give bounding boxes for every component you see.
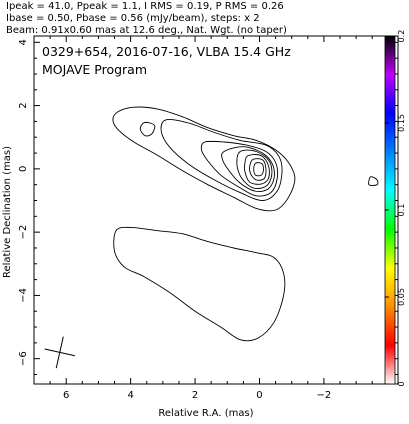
colorbar: 0.2 0.15 0.1 0.05 0	[384, 30, 406, 387]
y-tick-label-4: −4	[18, 288, 29, 303]
contour-level-3-2	[200, 140, 279, 197]
contour-level-4-3	[221, 146, 275, 192]
beam-minor-axis	[44, 348, 75, 357]
contour-level-6-5	[244, 154, 270, 185]
x-tick-label-4: −2	[317, 390, 332, 401]
y-tick-label-2: 0	[18, 166, 29, 172]
plot-subtitle: MOJAVE Program	[42, 62, 147, 77]
colorbar-label-0: 0.2	[397, 30, 406, 43]
contours	[112, 106, 379, 342]
contour-level-8-7	[253, 162, 264, 177]
header-line-2: Ibase = 0.50, Pbase = 0.56 (mJy/beam), s…	[6, 13, 260, 24]
x-tick-label-1: 4	[127, 390, 133, 401]
contour-level-1-9	[113, 226, 286, 342]
colorbar-label-1: 0.15	[397, 114, 406, 132]
plot-title: 0329+654, 2016-07-16, VLBA 15.4 GHz	[42, 44, 291, 59]
header-line-1: Ipeak = 41.0, Ppeak = 1.1, I RMS = 0.19,…	[6, 1, 284, 12]
y-tick-label-3: −2	[18, 225, 29, 240]
x-tick-label-3: 0	[256, 390, 262, 401]
colorbar-label-4: 0	[397, 381, 406, 386]
contour-level-1-10	[368, 176, 379, 186]
contour-level-1-8	[139, 121, 156, 137]
header-line-3: Beam: 0.91x0.60 mas at 12.6 deg., Nat. W…	[6, 25, 287, 36]
x-tick-label-2: 2	[192, 390, 198, 401]
plot-frame	[33, 35, 399, 385]
axis-ticks: 6 4 2 0 −2 4 2 0 −2 −4 −6	[18, 36, 398, 401]
contour-level-1-0	[112, 106, 296, 212]
colorbar-label-2: 0.1	[397, 204, 406, 217]
y-tick-label-5: −6	[18, 351, 29, 366]
x-tick-label-0: 6	[63, 390, 69, 401]
beam-ellipse	[44, 336, 75, 369]
contour-level-5-4	[236, 149, 273, 189]
y-tick-label-1: 2	[18, 102, 29, 108]
contour-level-7-6	[249, 158, 267, 181]
contour-level-2-1	[160, 119, 283, 201]
colorbar-label-3: 0.05	[397, 288, 406, 306]
plot-border	[33, 35, 399, 385]
y-tick-label-0: 4	[18, 39, 29, 45]
x-axis-title: Relative R.A. (mas)	[158, 408, 253, 419]
y-axis-title: Relative Declination (mas)	[2, 146, 13, 278]
